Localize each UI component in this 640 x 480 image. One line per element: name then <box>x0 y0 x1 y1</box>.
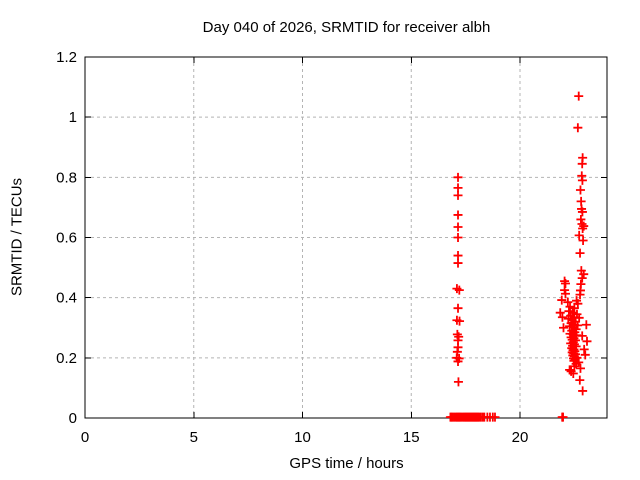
x-tick-label: 10 <box>294 429 311 446</box>
data-point-marker <box>453 356 463 366</box>
data-point-marker <box>575 185 585 195</box>
data-point-marker <box>453 258 463 268</box>
y-tick-label: 0.6 <box>56 230 77 247</box>
data-point-marker <box>454 285 464 295</box>
data-point-marker <box>557 295 567 305</box>
y-tick-label: 0.2 <box>56 350 77 367</box>
data-point-marker <box>453 183 463 193</box>
data-point-marker <box>573 123 583 133</box>
data-point-marker <box>578 236 588 246</box>
data-point-marker <box>573 299 583 309</box>
data-point-marker <box>579 344 589 354</box>
data-point-marker <box>580 350 590 360</box>
data-point-marker <box>574 230 584 240</box>
data-point-marker <box>577 175 587 185</box>
data-point-marker <box>563 314 573 324</box>
data-point-marker <box>577 331 587 341</box>
data-point-marker <box>576 196 586 206</box>
data-point-marker <box>565 302 575 312</box>
data-point-marker <box>581 320 591 330</box>
data-point-marker <box>453 233 463 242</box>
y-tick-label: 0.4 <box>56 290 77 307</box>
data-point-marker <box>575 375 585 385</box>
data-point-marker <box>569 303 579 313</box>
data-point-marker <box>578 223 588 233</box>
data-point-marker <box>557 312 567 322</box>
data-point-marker <box>578 386 588 396</box>
data-point-marker <box>563 297 573 307</box>
data-point-marker <box>577 207 587 217</box>
data-point-marker <box>453 190 463 200</box>
data-point-marker <box>577 159 587 169</box>
data-point-marker <box>453 222 463 232</box>
data-point-marker <box>455 316 465 326</box>
y-axis-label: SRMTID / TECUs <box>8 177 26 297</box>
data-point-marker <box>558 412 568 422</box>
data-point-marker <box>453 377 463 387</box>
data-point-marker <box>569 361 579 371</box>
chart-title: Day 040 of 2026, SRMTID for receiver alb… <box>202 19 491 36</box>
x-axis-label: GPS time / hours <box>289 455 404 472</box>
y-tick-label: 1 <box>69 109 77 126</box>
y-tick-label: 1.2 <box>56 49 77 66</box>
y-tick-label: 0 <box>69 410 77 427</box>
data-point-marker <box>582 336 592 346</box>
data-point-marker <box>453 251 463 261</box>
data-point-marker <box>560 289 570 299</box>
y-tick-label: 0.8 <box>56 169 77 186</box>
data-point-marker <box>575 290 585 300</box>
x-tick-label: 20 <box>512 429 529 446</box>
data-point-marker <box>575 248 585 258</box>
data-point-marker <box>565 365 575 375</box>
data-point-marker <box>453 172 463 182</box>
data-point-marker <box>576 214 586 224</box>
data-point-marker <box>490 412 500 422</box>
data-point-marker <box>577 273 587 283</box>
x-tick-label: 5 <box>190 429 198 446</box>
x-tick-label: 0 <box>81 429 89 446</box>
data-points <box>445 91 592 422</box>
data-point-marker <box>574 91 584 101</box>
data-point-marker <box>579 269 589 279</box>
data-point-marker <box>559 323 568 333</box>
data-point-marker <box>575 363 585 373</box>
data-point-marker <box>555 308 565 318</box>
data-point-marker <box>453 210 463 220</box>
x-tick-label: 15 <box>403 429 420 446</box>
data-point-marker <box>453 303 463 313</box>
